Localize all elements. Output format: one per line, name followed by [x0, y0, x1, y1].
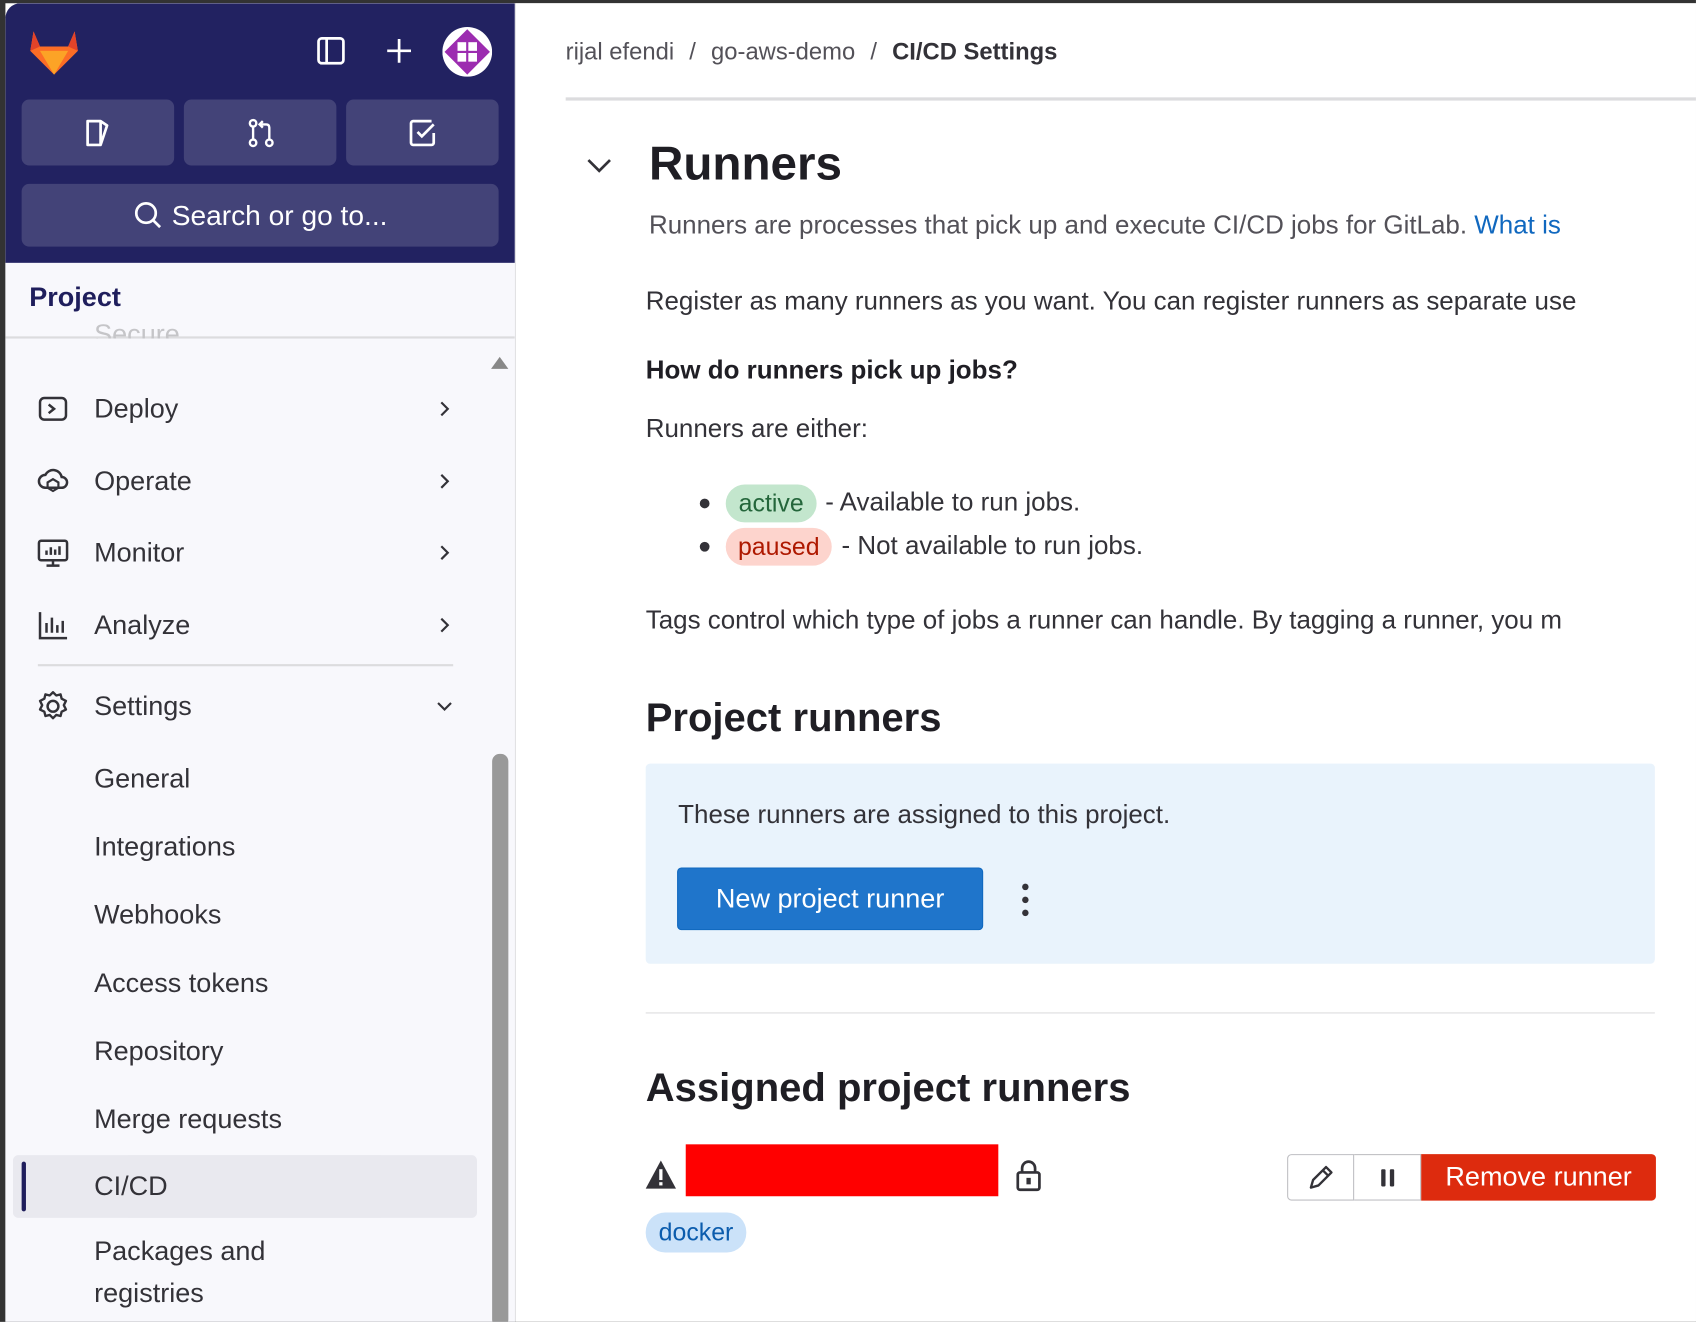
- todo-button[interactable]: [346, 99, 499, 166]
- tags-text: Tags control which type of jobs a runner…: [645, 605, 1563, 635]
- bullet: [699, 541, 710, 552]
- gitlab-logo[interactable]: [29, 27, 79, 77]
- sidebar-subitem-general[interactable]: General: [94, 763, 191, 794]
- section-description: Runners are processes that pick up and e…: [649, 211, 1561, 241]
- label-line: Packages and: [94, 1236, 266, 1267]
- pause-runner-button[interactable]: [1354, 1154, 1422, 1201]
- main-content: rijal efendi / go-aws-demo / CI/CD Setting…: [515, 3, 1696, 1322]
- avatar[interactable]: [442, 27, 493, 77]
- sidebar-item-label: Deploy: [94, 393, 179, 424]
- sidebar-item-operate[interactable]: Operate: [5, 454, 481, 508]
- sidebar-item-analyze[interactable]: Analyze: [5, 598, 481, 652]
- paused-badge: paused: [725, 527, 832, 566]
- scroll-up-arrow[interactable]: [490, 355, 509, 370]
- breadcrumb-item[interactable]: go-aws-demo: [711, 37, 856, 65]
- merge-requests-button[interactable]: [183, 99, 337, 166]
- sidebar-subitem-packages[interactable]: Packages and registries: [94, 1236, 265, 1310]
- breadcrumb-separator: /: [870, 37, 877, 65]
- issues-icon: [85, 119, 108, 146]
- bullet: [699, 498, 710, 509]
- section-title: Runners: [648, 137, 843, 191]
- runner-actions: Remove runner: [1287, 1154, 1656, 1201]
- issues-button[interactable]: [21, 99, 175, 166]
- monitor-icon: [37, 539, 69, 567]
- window-frame: [0, 0, 1696, 4]
- project-runners-card: These runners are assigned to this proje…: [645, 763, 1655, 964]
- sidebar-item-settings[interactable]: Settings: [5, 679, 481, 733]
- sidebar-item-monitor[interactable]: Monitor: [5, 526, 481, 580]
- tag-badge: docker: [645, 1212, 747, 1253]
- window-frame: [0, 0, 6, 1322]
- chevron-right-icon: [440, 545, 450, 560]
- project-runners-title: Project runners: [645, 695, 942, 740]
- sidebar-toggle-icon[interactable]: [317, 37, 345, 65]
- divider: [37, 664, 454, 667]
- operate-icon: [37, 468, 69, 493]
- register-text: Register as many runners as you want. Yo…: [645, 286, 1577, 316]
- assigned-runners-title: Assigned project runners: [645, 1065, 1131, 1110]
- pause-icon: [1380, 1168, 1394, 1186]
- either-text: Runners are either:: [645, 414, 868, 444]
- breadcrumb-separator: /: [689, 37, 696, 65]
- scrollbar-thumb[interactable]: [492, 753, 509, 1322]
- sidebar-subitem-cicd[interactable]: CI/CD: [12, 1155, 477, 1218]
- search-icon: [134, 201, 161, 229]
- sidebar-item-label: Analyze: [94, 609, 191, 640]
- plus-icon[interactable]: [385, 37, 413, 65]
- todo-icon: [409, 119, 435, 146]
- info-text: These runners are assigned to this proje…: [678, 800, 1171, 830]
- warning-icon: [645, 1160, 676, 1189]
- sidebar-item-label: Monitor: [94, 537, 185, 568]
- edit-runner-button[interactable]: [1287, 1154, 1355, 1201]
- chevron-right-icon: [440, 474, 450, 489]
- divider: [645, 1012, 1655, 1014]
- chevron-right-icon: [440, 401, 450, 417]
- sidebar-subitem-webhooks[interactable]: Webhooks: [94, 899, 222, 931]
- how-heading: How do runners pick up jobs?: [645, 355, 1018, 386]
- header-divider: [565, 97, 1696, 101]
- divider: [5, 336, 515, 339]
- new-project-runner-button[interactable]: New project runner: [677, 867, 984, 931]
- label-line: registries: [94, 1278, 204, 1309]
- search-placeholder: Search or go to...: [171, 198, 388, 231]
- description-text: Runners are processes that pick up and e…: [648, 210, 1468, 241]
- sidebar-header: Search or go to...: [5, 3, 515, 263]
- active-badge: active: [725, 484, 817, 523]
- chevron-down-icon: [437, 702, 452, 712]
- state-description: - Available to run jobs.: [825, 487, 1081, 518]
- search-button[interactable]: Search or go to...: [21, 183, 499, 247]
- sidebar-item-label: Secure: [94, 319, 180, 339]
- sidebar-item-deploy[interactable]: Deploy: [5, 382, 481, 436]
- sidebar-subitem-repository[interactable]: Repository: [94, 1036, 224, 1067]
- breadcrumb-item[interactable]: rijal efendi: [565, 37, 675, 65]
- analyze-icon: [38, 612, 68, 640]
- sidebar-subitem-merge-requests[interactable]: Merge requests: [94, 1104, 282, 1135]
- remove-runner-button[interactable]: Remove runner: [1421, 1154, 1656, 1201]
- sidebar-item-label: Settings: [94, 690, 192, 721]
- sidebar-item-label: Operate: [94, 465, 192, 496]
- sidebar-item-secure[interactable]: Secure: [94, 319, 180, 338]
- kebab-menu-icon[interactable]: [1017, 883, 1034, 918]
- pencil-icon: [1309, 1165, 1333, 1189]
- redacted-runner-name[interactable]: [685, 1144, 999, 1197]
- breadcrumb: rijal efendi / go-aws-demo / CI/CD Setting…: [566, 38, 1058, 66]
- chevron-down-icon[interactable]: [585, 155, 613, 177]
- active-indicator: [21, 1161, 26, 1212]
- sidebar-item-label: CI/CD: [94, 1171, 168, 1202]
- breadcrumb-current[interactable]: CI/CD Settings: [892, 37, 1058, 65]
- chevron-right-icon: [440, 617, 450, 633]
- merge-request-icon: [248, 118, 274, 147]
- context-title: Project: [29, 282, 121, 313]
- sidebar: Search or go to... Project Secure Deploy…: [5, 3, 516, 1322]
- help-link[interactable]: What is: [1474, 210, 1561, 241]
- sidebar-subitem-integrations[interactable]: Integrations: [94, 831, 236, 863]
- state-description: - Not available to run jobs.: [841, 531, 1144, 561]
- settings-icon: [38, 691, 68, 720]
- lock-icon: [1016, 1160, 1041, 1192]
- deploy-icon: [38, 396, 68, 421]
- sidebar-subitem-access-tokens[interactable]: Access tokens: [94, 968, 269, 999]
